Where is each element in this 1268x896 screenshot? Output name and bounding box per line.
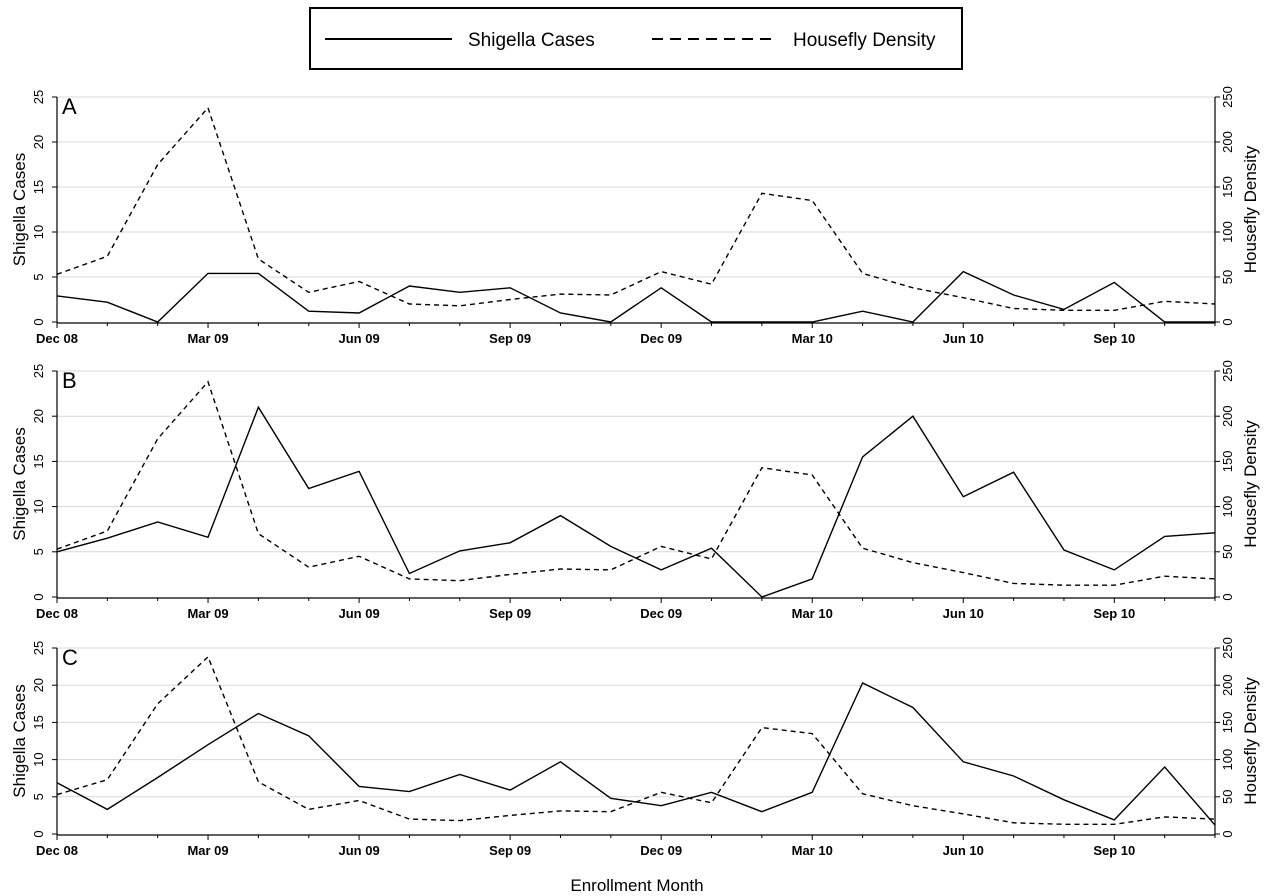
panel-c-left-tick-label: 10 (31, 752, 46, 766)
panel-b-left-tick-label: 5 (31, 548, 46, 555)
panel-c-left-tick-label: 5 (31, 793, 46, 800)
panel-a-left-tick-label: 20 (31, 135, 46, 149)
panel-c-left-tick-label: 0 (31, 830, 46, 837)
panel-b-right-tick-label: 250 (1220, 360, 1235, 382)
panel-a-left-tick-label: 0 (31, 318, 46, 325)
panel-b-shigella-cases-line (56, 405, 1216, 598)
panel-b-x-tick-label: Sep 10 (1093, 606, 1135, 621)
panel-c-right-tick-label: 200 (1220, 674, 1235, 696)
panel-b-letter: B (62, 368, 77, 393)
panel-a-left-tick-label: 25 (31, 90, 46, 104)
panel-c-x-tick-label: Jun 10 (943, 843, 984, 858)
panel-a-x-tick-label: Sep 10 (1093, 331, 1135, 346)
panel-b-right-tick-label: 200 (1220, 405, 1235, 427)
panel-c-right-tick-label: 250 (1220, 637, 1235, 659)
panel-c-x-tick-label: Dec 08 (36, 843, 78, 858)
panel-c-x-tick-label: Jun 09 (338, 843, 379, 858)
panel-b-left-tick-label: 0 (31, 593, 46, 600)
panel-a-shigella-cases-line (56, 270, 1215, 323)
x-axis-title: Enrollment Month (570, 876, 703, 895)
panel-c-left-axis-title: Shigella Cases (10, 684, 29, 797)
panel-b-x-tick-label: Mar 10 (792, 606, 833, 621)
panel-a-right-tick-label: 50 (1220, 270, 1235, 284)
panel-b-left-axis-title: Shigella Cases (10, 427, 29, 540)
panel-b-x-tick-label: Jun 09 (338, 606, 379, 621)
legend-label-shigella-cases: Shigella Cases (468, 30, 595, 51)
panel-a-x-tick-label: Jun 10 (943, 331, 984, 346)
panel-a-right-tick-label: 200 (1220, 131, 1235, 153)
panel-b-left-tick-label: 20 (31, 409, 46, 423)
panel-b-right-axis-title: Housefly Density (1241, 420, 1260, 548)
panel-a-left-axis-title: Shigella Cases (10, 153, 29, 266)
panel-c-x-tick-label: Sep 10 (1093, 843, 1135, 858)
panel-c-x-tick-label: Dec 09 (640, 843, 682, 858)
panel-c-right-tick-label: 150 (1220, 712, 1235, 734)
panel-a-left-tick-label: 5 (31, 273, 46, 280)
panel-b-right-tick-label: 100 (1220, 496, 1235, 518)
panel-a-x-tick-label: Jun 09 (338, 331, 379, 346)
panel-b-x-tick-label: Dec 08 (36, 606, 78, 621)
panel-a-left-tick-label: 15 (31, 180, 46, 194)
panel-a-right-tick-label: 100 (1220, 221, 1235, 243)
panel-a-letter: A (62, 94, 77, 119)
panel-c-letter: C (62, 645, 78, 670)
panel-b-housefly-density-line (56, 380, 1216, 586)
panel-b-right-tick-label: 0 (1220, 593, 1235, 600)
panel-c-right-tick-label: 50 (1220, 790, 1235, 804)
panel-b-x-tick-label: Mar 09 (187, 606, 228, 621)
panel-c-x-tick-label: Sep 09 (489, 843, 531, 858)
panel-c-left-tick-label: 20 (31, 678, 46, 692)
panel-a-x-tick-label: Dec 08 (36, 331, 78, 346)
panel-c-x-tick-label: Mar 09 (187, 843, 228, 858)
panel-b-right-tick-label: 150 (1220, 451, 1235, 473)
panel-b-x-tick-label: Jun 10 (943, 606, 984, 621)
panel-c-right-tick-label: 100 (1220, 749, 1235, 771)
panel-a-right-tick-label: 0 (1220, 318, 1235, 325)
panel-c-x-tick-label: Mar 10 (792, 843, 833, 858)
panel-c-housefly-density-line (56, 655, 1216, 825)
panel-b-left-tick-label: 10 (31, 499, 46, 513)
panel-a-right-axis-title: Housefly Density (1241, 145, 1260, 273)
legend-label-housefly-density: Housefly Density (793, 30, 936, 51)
panel-a-left-tick-label: 10 (31, 225, 46, 239)
legend: Shigella Cases Housefly Density (309, 7, 963, 70)
panel-b-right-tick-label: 50 (1220, 545, 1235, 559)
panel-c-right-axis-title: Housefly Density (1241, 677, 1260, 805)
panel-c-right-tick-label: 0 (1220, 830, 1235, 837)
panel-b-x-tick-label: Sep 09 (489, 606, 531, 621)
panel-b-x-tick-label: Dec 09 (640, 606, 682, 621)
panel-a-housefly-density-line (56, 106, 1216, 311)
panel-c-left-tick-label: 15 (31, 715, 46, 729)
panel-a-right-tick-label: 150 (1220, 176, 1235, 198)
panel-c-shigella-cases-line (56, 682, 1216, 826)
panel-b-left-tick-label: 25 (31, 364, 46, 378)
panel-a-right-tick-label: 250 (1220, 86, 1235, 108)
panel-c-left-tick-label: 25 (31, 641, 46, 655)
panel-a-x-tick-label: Dec 09 (640, 331, 682, 346)
panel-b-left-tick-label: 15 (31, 454, 46, 468)
panel-a-x-tick-label: Mar 10 (792, 331, 833, 346)
panel-a-x-tick-label: Mar 09 (187, 331, 228, 346)
panel-a-x-tick-label: Sep 09 (489, 331, 531, 346)
